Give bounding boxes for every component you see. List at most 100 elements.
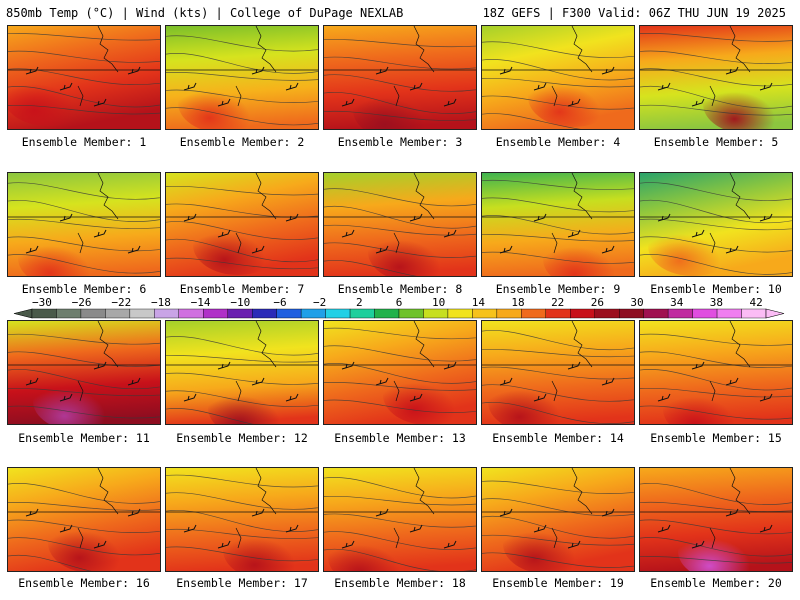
colorbar-tick-label: 34 — [670, 296, 684, 309]
ensemble-member-label: Ensemble Member: 18 — [334, 576, 466, 590]
ensemble-member-map — [323, 25, 477, 130]
ensemble-member-map — [481, 467, 635, 572]
temperature-field — [166, 26, 318, 129]
colorbar-swatch — [472, 308, 498, 319]
ensemble-member-map — [639, 25, 793, 130]
colorbar-swatch — [447, 308, 473, 319]
temperature-field — [640, 173, 792, 276]
header: 850mb Temp (°C) | Wind (kts) | College o… — [0, 0, 800, 22]
temperature-field — [166, 173, 318, 276]
ensemble-member-map — [639, 172, 793, 277]
colorbar-tick-label: 2 — [356, 296, 363, 309]
ensemble-member-map — [323, 320, 477, 425]
colorbar-swatch — [521, 308, 546, 319]
temperature-field — [166, 468, 318, 571]
colorbar-swatch — [227, 308, 253, 319]
colorbar-swatch — [349, 308, 375, 319]
ensemble-member-label: Ensemble Member: 9 — [495, 282, 621, 296]
colorbar-swatch — [80, 308, 106, 319]
colorbar-swatch — [178, 308, 204, 319]
model-run-info: 18Z GEFS | F300 Valid: 06Z THU JUN 19 20… — [482, 6, 786, 20]
ensemble-member-map — [7, 25, 161, 130]
colorbar-swatch — [692, 308, 718, 319]
ensemble-member-map — [7, 320, 161, 425]
ensemble-member-label: Ensemble Member: 10 — [650, 282, 782, 296]
colorbar-swatch — [594, 308, 620, 319]
ensemble-member-label: Ensemble Member: 13 — [334, 431, 466, 445]
ensemble-member-label: Ensemble Member: 7 — [179, 282, 305, 296]
ensemble-member-map — [7, 467, 161, 572]
colorbar-tick-label: −10 — [230, 296, 250, 309]
colorbar-swatch — [374, 308, 400, 319]
temperature-field — [482, 173, 634, 276]
ensemble-member-label: Ensemble Member: 4 — [495, 135, 621, 149]
ensemble-member-label: Ensemble Member: 12 — [176, 431, 308, 445]
colorbar-tick-label: 14 — [472, 296, 486, 309]
colorbar-swatch — [423, 308, 449, 319]
colorbar-left-arrow — [13, 308, 33, 319]
colorbar-tick-label: −2 — [313, 296, 326, 309]
ensemble-member-map — [165, 172, 319, 277]
colorbar-tick-label: −6 — [273, 296, 286, 309]
ensemble-member-map — [323, 172, 477, 277]
colorbar-tick-label: 26 — [591, 296, 604, 309]
colorbar-swatch — [716, 308, 742, 319]
colorbar-tick-label: 42 — [749, 296, 762, 309]
colorbar-swatch — [105, 308, 131, 319]
ensemble-member-map — [323, 467, 477, 572]
temperature-field — [8, 468, 160, 571]
colorbar-tick-label: 10 — [432, 296, 445, 309]
ensemble-member-map — [165, 320, 319, 425]
colorbar-swatch — [129, 308, 155, 319]
ensemble-member-label: Ensemble Member: 14 — [492, 431, 624, 445]
colorbar-swatch — [154, 308, 179, 319]
temperature-field — [482, 468, 634, 571]
ensemble-member-map — [639, 467, 793, 572]
ensemble-member-label: Ensemble Member: 20 — [650, 576, 782, 590]
colorbar-swatch — [398, 308, 424, 319]
ensemble-member-label: Ensemble Member: 11 — [18, 431, 150, 445]
colorbar-swatch — [619, 308, 644, 319]
colorbar-tick-label: −26 — [72, 296, 92, 309]
ensemble-member-label: Ensemble Member: 15 — [650, 431, 782, 445]
colorbar-swatch — [300, 308, 326, 319]
colorbar-tick-label: −18 — [151, 296, 171, 309]
colorbar-tick-label: 18 — [511, 296, 524, 309]
colorbar-swatch — [545, 308, 571, 319]
colorbar-swatch — [496, 308, 522, 319]
temperature-field — [324, 173, 476, 276]
temperature-field — [482, 321, 634, 424]
temperature-field — [324, 468, 476, 571]
colorbar-tick-label: 38 — [710, 296, 723, 309]
colorbar-swatch — [31, 308, 57, 319]
ensemble-member-label: Ensemble Member: 17 — [176, 576, 308, 590]
colorbar-swatch — [276, 308, 302, 319]
colorbar-tick-label: 6 — [396, 296, 403, 309]
temperature-field — [482, 26, 634, 129]
ensemble-member-label: Ensemble Member: 16 — [18, 576, 150, 590]
colorbar-swatch — [643, 308, 669, 319]
colorbar-swatch — [203, 308, 228, 319]
colorbar-tick-label: −22 — [111, 296, 131, 309]
temperature-field — [640, 321, 792, 424]
ensemble-member-label: Ensemble Member: 8 — [337, 282, 463, 296]
colorbar-tick-label: 30 — [630, 296, 643, 309]
temperature-field — [324, 321, 476, 424]
colorbar-swatch — [56, 308, 82, 319]
ensemble-member-label: Ensemble Member: 3 — [337, 135, 463, 149]
colorbar-swatch — [570, 308, 595, 319]
ensemble-member-map — [481, 172, 635, 277]
ensemble-member-map — [639, 320, 793, 425]
ensemble-member-map — [165, 467, 319, 572]
ensemble-member-map — [481, 25, 635, 130]
temperature-field — [8, 173, 160, 276]
page-title: 850mb Temp (°C) | Wind (kts) | College o… — [6, 6, 404, 20]
temperature-colorbar: −30 −26 −22 −18 −14 −10 −6 −2 2 6 10 14 18 22 26 30 34 38… — [13, 296, 785, 319]
ensemble-member-label: Ensemble Member: 2 — [179, 135, 305, 149]
ensemble-member-label: Ensemble Member: 5 — [653, 135, 779, 149]
colorbar-swatch — [325, 308, 351, 319]
ensemble-member-map — [165, 25, 319, 130]
colorbar-tick-label: 22 — [551, 296, 564, 309]
ensemble-member-map — [7, 172, 161, 277]
colorbar-swatch — [667, 308, 693, 319]
